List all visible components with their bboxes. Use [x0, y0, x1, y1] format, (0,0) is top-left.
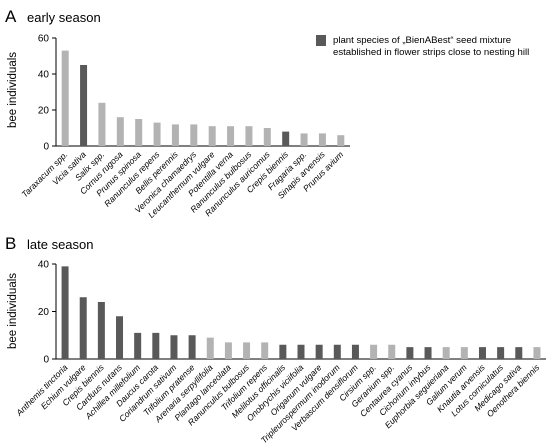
- legend: plant species of „BienABest“ seed mixtur…: [316, 35, 529, 58]
- bar: [337, 135, 345, 146]
- y-tick-label: 20: [38, 106, 50, 117]
- bar: [80, 65, 88, 146]
- y-tick-label: 0: [43, 142, 49, 153]
- panel-a-title: early season: [27, 10, 101, 25]
- bar: [388, 344, 396, 359]
- bar: [442, 347, 450, 359]
- panel-b-letter: B: [5, 234, 16, 253]
- bar: [97, 302, 105, 359]
- bar: [533, 347, 541, 359]
- bar: [188, 335, 196, 359]
- bar: [152, 332, 160, 359]
- bar: [318, 133, 326, 146]
- bar: [170, 335, 178, 359]
- bar: [208, 126, 216, 146]
- bar: [370, 344, 378, 359]
- panel-a-letter: A: [5, 7, 17, 26]
- chart-b-ylabel: bee individuals: [7, 273, 19, 349]
- bar: [245, 126, 253, 146]
- legend-swatch-mixture: [316, 35, 326, 46]
- bar: [224, 342, 232, 359]
- bar: [227, 126, 235, 146]
- bar: [279, 344, 287, 359]
- bar: [478, 347, 486, 359]
- bar: [282, 131, 290, 146]
- bar: [297, 344, 305, 359]
- bar: [351, 344, 359, 359]
- bar: [424, 347, 432, 359]
- bar: [261, 342, 269, 359]
- bar: [515, 347, 523, 359]
- bar: [300, 133, 308, 146]
- bar: [497, 347, 505, 359]
- chart-a-ylabel: bee individuals: [7, 52, 19, 128]
- y-tick-label: 40: [38, 70, 50, 81]
- bar: [135, 119, 143, 146]
- bar: [171, 124, 179, 146]
- bar: [190, 124, 198, 146]
- legend-line-1: plant species of „BienABest“ seed mixtur…: [333, 35, 511, 46]
- y-tick-label: 40: [38, 260, 50, 271]
- bar: [206, 337, 214, 359]
- y-tick-label: 60: [38, 34, 50, 45]
- bar: [243, 342, 251, 359]
- y-tick-label: 20: [38, 307, 50, 318]
- y-tick-label: 0: [43, 355, 49, 366]
- bar: [263, 128, 271, 146]
- bar: [460, 347, 468, 359]
- bar: [153, 122, 161, 146]
- bar: [134, 332, 142, 359]
- bar: [406, 347, 414, 359]
- legend-line-2: established in flower strips close to ne…: [333, 47, 529, 58]
- bar: [116, 117, 124, 146]
- bar: [315, 344, 323, 359]
- bar: [79, 297, 87, 359]
- bar: [98, 102, 106, 146]
- bar: [61, 50, 69, 146]
- bar: [61, 266, 69, 359]
- panel-b-title: late season: [27, 237, 94, 252]
- bar: [333, 344, 341, 359]
- bar: [116, 316, 124, 359]
